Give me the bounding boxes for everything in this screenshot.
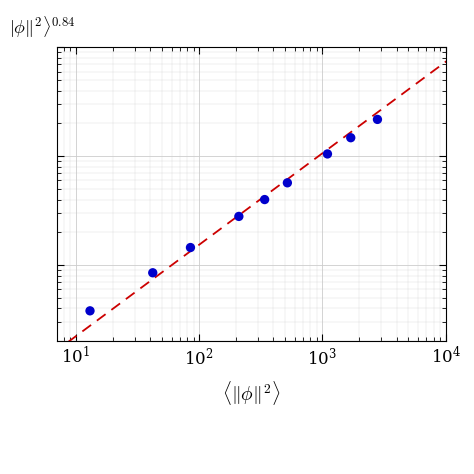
- Point: [374, 116, 381, 123]
- X-axis label: $\langle \|\phi\|^2 \rangle$: $\langle \|\phi\|^2 \rangle$: [222, 379, 281, 407]
- Text: $|\phi\|^2\rangle^{0.84}$: $|\phi\|^2\rangle^{0.84}$: [9, 15, 76, 40]
- Point: [347, 134, 355, 142]
- Point: [261, 196, 268, 203]
- Point: [86, 307, 94, 315]
- Point: [187, 244, 194, 251]
- Point: [283, 179, 291, 187]
- Point: [324, 150, 331, 158]
- Point: [149, 269, 156, 276]
- Point: [235, 213, 243, 220]
